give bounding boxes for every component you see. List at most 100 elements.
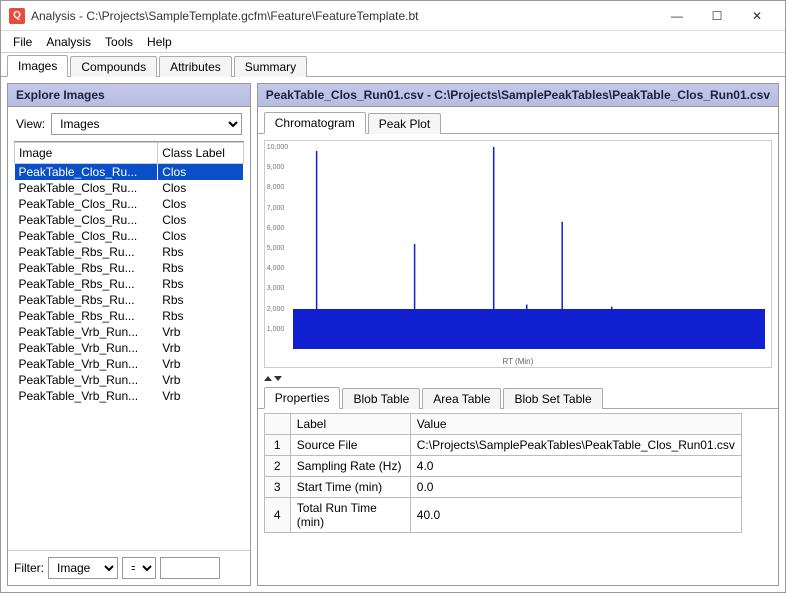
menubar: FileAnalysisToolsHelp [1,31,785,53]
image-name-cell: PeakTable_Rbs_Ru... [15,276,158,292]
filter-field-select[interactable]: Image [48,557,118,579]
row-number: 4 [264,498,290,533]
titlebar: Q Analysis - C:\Projects\SampleTemplate.… [1,1,785,31]
chart-tabbar: ChromatogramPeak Plot [258,107,778,134]
image-table[interactable]: ImageClass Label PeakTable_Clos_Ru...Clo… [14,141,244,550]
column-header[interactable]: Class Label [158,143,244,164]
menu-analysis[interactable]: Analysis [40,33,97,51]
table-row[interactable]: PeakTable_Vrb_Run...Vrb [15,356,244,372]
main-tabbar: ImagesCompoundsAttributesSummary [1,53,785,77]
y-tick-label: 7,000 [267,205,285,212]
property-label: Source File [290,435,410,456]
tab-properties[interactable]: Properties [264,387,341,409]
image-name-cell: PeakTable_Rbs_Ru... [15,308,158,324]
class-label-cell: Vrb [158,356,244,372]
row-number: 1 [264,435,290,456]
row-number: 3 [264,477,290,498]
y-tick-label: 10,000 [267,144,288,151]
image-name-cell: PeakTable_Clos_Ru... [15,180,158,196]
property-row[interactable]: 4Total Run Time (min)40.0 [264,498,741,533]
splitter-grip[interactable] [258,374,778,382]
menu-tools[interactable]: Tools [99,33,139,51]
y-tick-label: 3,000 [267,285,285,292]
class-label-cell: Rbs [158,276,244,292]
class-label-cell: Vrb [158,372,244,388]
property-row[interactable]: 3Start Time (min)0.0 [264,477,741,498]
y-tick-label: 8,000 [267,184,285,191]
tab-summary[interactable]: Summary [234,56,307,77]
column-header[interactable]: Image [15,143,158,164]
filter-value-input[interactable] [160,557,220,579]
chromatogram-chart: RT (Min) 1,0002,0003,0004,0005,0006,0007… [258,134,778,374]
table-row[interactable]: PeakTable_Clos_Ru...Clos [15,180,244,196]
image-name-cell: PeakTable_Clos_Ru... [15,212,158,228]
tab-area-table[interactable]: Area Table [422,388,501,409]
left-panel: Explore Images View: Images ImageClass L… [7,83,251,586]
app-icon: Q [9,8,25,24]
filter-op-select[interactable]: = [122,557,156,579]
property-value: C:\Projects\SamplePeakTables\PeakTable_C… [410,435,741,456]
table-row[interactable]: PeakTable_Vrb_Run...Vrb [15,388,244,404]
explore-images-header: Explore Images [8,84,250,107]
tab-blob-table[interactable]: Blob Table [342,388,420,409]
class-label-cell: Rbs [158,244,244,260]
tab-compounds[interactable]: Compounds [70,56,157,77]
image-name-cell: PeakTable_Vrb_Run... [15,324,158,340]
filter-row: Filter: Image = [8,550,250,585]
table-row[interactable]: PeakTable_Rbs_Ru...Rbs [15,260,244,276]
tab-blob-set-table[interactable]: Blob Set Table [503,388,602,409]
column-header[interactable]: Label [290,414,410,435]
table-row[interactable]: PeakTable_Vrb_Run...Vrb [15,324,244,340]
property-value: 40.0 [410,498,741,533]
image-name-cell: PeakTable_Rbs_Ru... [15,260,158,276]
table-row[interactable]: PeakTable_Rbs_Ru...Rbs [15,244,244,260]
menu-help[interactable]: Help [141,33,178,51]
y-tick-label: 5,000 [267,245,285,252]
table-row[interactable]: PeakTable_Rbs_Ru...Rbs [15,276,244,292]
image-name-cell: PeakTable_Clos_Ru... [15,196,158,212]
class-label-cell: Clos [158,180,244,196]
table-row[interactable]: PeakTable_Rbs_Ru...Rbs [15,308,244,324]
tab-images[interactable]: Images [7,55,68,77]
view-select[interactable]: Images [51,113,242,135]
row-number: 2 [264,456,290,477]
properties-table[interactable]: LabelValue 1Source FileC:\Projects\Sampl… [258,409,778,539]
class-label-cell: Clos [158,164,244,181]
property-label: Total Run Time (min) [290,498,410,533]
image-name-cell: PeakTable_Vrb_Run... [15,340,158,356]
image-name-cell: PeakTable_Rbs_Ru... [15,244,158,260]
property-row[interactable]: 2Sampling Rate (Hz)4.0 [264,456,741,477]
table-row[interactable]: PeakTable_Clos_Ru...Clos [15,228,244,244]
table-row[interactable]: PeakTable_Rbs_Ru...Rbs [15,292,244,308]
class-label-cell: Vrb [158,388,244,404]
class-label-cell: Clos [158,228,244,244]
properties-tabbar: PropertiesBlob TableArea TableBlob Set T… [258,382,778,409]
filter-label: Filter: [14,561,44,575]
image-name-cell: PeakTable_Vrb_Run... [15,356,158,372]
property-value: 4.0 [410,456,741,477]
menu-file[interactable]: File [7,33,38,51]
table-row[interactable]: PeakTable_Clos_Ru...Clos [15,212,244,228]
y-tick-label: 6,000 [267,225,285,232]
table-row[interactable]: PeakTable_Clos_Ru...Clos [15,196,244,212]
property-label: Start Time (min) [290,477,410,498]
y-tick-label: 4,000 [267,265,285,272]
image-name-cell: PeakTable_Rbs_Ru... [15,292,158,308]
window-title: Analysis - C:\Projects\SampleTemplate.gc… [31,9,657,23]
image-name-cell: PeakTable_Vrb_Run... [15,388,158,404]
property-row[interactable]: 1Source FileC:\Projects\SamplePeakTables… [264,435,741,456]
tab-attributes[interactable]: Attributes [159,56,232,77]
class-label-cell: Rbs [158,292,244,308]
table-row[interactable]: PeakTable_Clos_Ru...Clos [15,164,244,181]
tab-chromatogram[interactable]: Chromatogram [264,112,366,134]
minimize-button[interactable]: — [657,2,697,30]
class-label-cell: Clos [158,196,244,212]
close-button[interactable]: ✕ [737,2,777,30]
class-label-cell: Rbs [158,260,244,276]
table-row[interactable]: PeakTable_Vrb_Run...Vrb [15,340,244,356]
maximize-button[interactable]: ☐ [697,2,737,30]
image-name-cell: PeakTable_Vrb_Run... [15,372,158,388]
column-header[interactable]: Value [410,414,741,435]
tab-peak-plot[interactable]: Peak Plot [368,113,441,134]
table-row[interactable]: PeakTable_Vrb_Run...Vrb [15,372,244,388]
